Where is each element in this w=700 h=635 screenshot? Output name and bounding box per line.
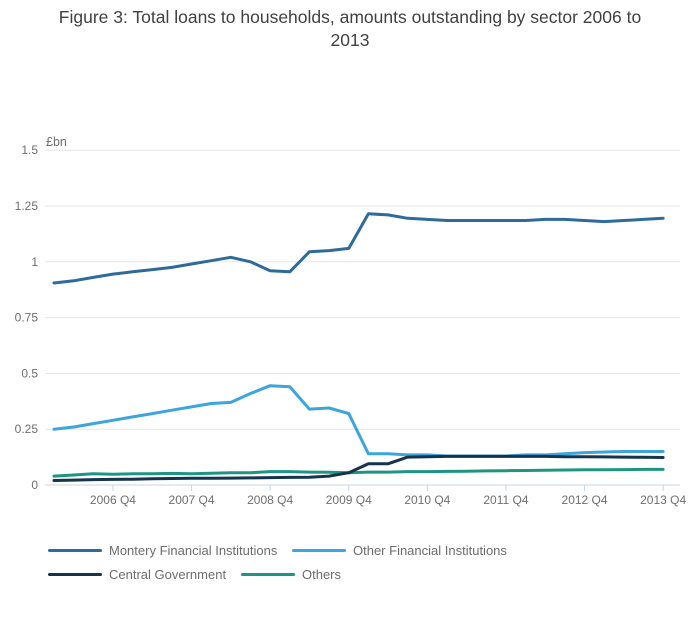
x-tick-label: 2007 Q4 (169, 493, 215, 507)
x-tick-label: 2011 Q4 (483, 493, 528, 507)
y-tick-label: 1.25 (15, 199, 39, 213)
x-tick-label: 2009 Q4 (326, 493, 372, 507)
series-line-montery-financial-institutions (52, 212, 665, 285)
figure-title-line1: Figure 3: Total loans to households, amo… (58, 7, 642, 27)
figure-title: Figure 3: Total loans to households, amo… (0, 6, 700, 52)
y-tick-label: 1.5 (21, 143, 38, 157)
y-axis-unit-label: £bn (46, 135, 67, 149)
y-tick-label: 0 (31, 478, 38, 492)
y-tick-label: 1 (31, 255, 38, 269)
x-tick-label: 2010 Q4 (404, 493, 450, 507)
line-chart-plot: 0 0.25 0.5 0.75 1 1.25 1.5 £bn 2006 Q4 2007 Q4 200… (15, 135, 687, 507)
x-tick-label: 2012 Q4 (562, 493, 608, 507)
series-line-central-government (52, 454, 665, 482)
series-line-other-financial-institutions (52, 384, 665, 458)
x-tick-label: 2006 Q4 (90, 493, 136, 507)
x-tick-label: 2008 Q4 (247, 493, 293, 507)
series-line-others (52, 467, 665, 478)
figure-title-line2: 2013 (330, 30, 370, 51)
y-tick-label: 0.75 (15, 311, 39, 325)
x-tick-label: 2013 Q4 (640, 493, 686, 507)
y-tick-label: 0.25 (15, 422, 39, 436)
y-tick-label: 0.5 (21, 366, 38, 380)
